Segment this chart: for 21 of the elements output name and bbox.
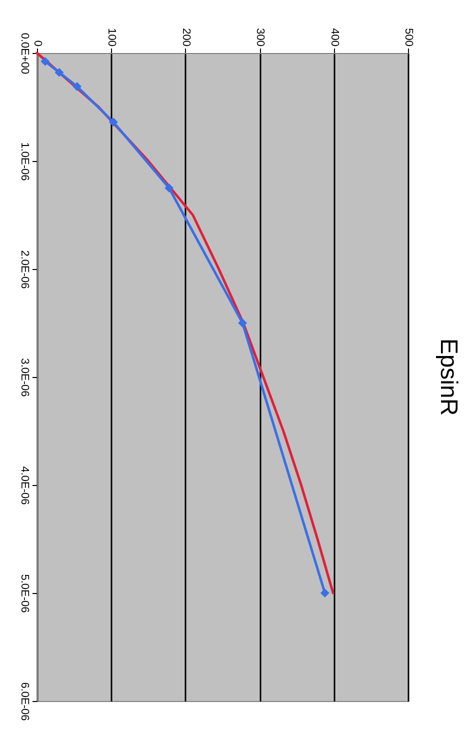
- x-tick-label: 300: [254, 28, 266, 46]
- y-tick-label: 1.0E-06: [18, 142, 30, 181]
- point: [40, 56, 50, 66]
- point: [238, 318, 248, 328]
- y-tick-label: 5.0E-06: [18, 574, 30, 613]
- x-tick-label: 400: [328, 28, 340, 46]
- point: [54, 68, 64, 77]
- point: [72, 82, 82, 91]
- y-tick-label: 3.0E-06: [18, 358, 30, 397]
- point: [164, 184, 174, 192]
- point: [320, 588, 330, 598]
- x-tick-label: 500: [402, 28, 414, 46]
- point: [108, 118, 118, 127]
- x-tick-label: 200: [180, 28, 192, 46]
- y-tick-label: 6.0E-06: [18, 682, 30, 721]
- y-tick-label: 0.0E+00: [18, 32, 30, 74]
- x-tick-label: 0: [32, 40, 44, 46]
- y-tick-label: 2.0E-06: [18, 250, 30, 289]
- y-tick-label: 4.0E-06: [18, 466, 30, 505]
- text: EpsinR: [435, 338, 462, 416]
- x-tick-label: 100: [106, 28, 118, 46]
